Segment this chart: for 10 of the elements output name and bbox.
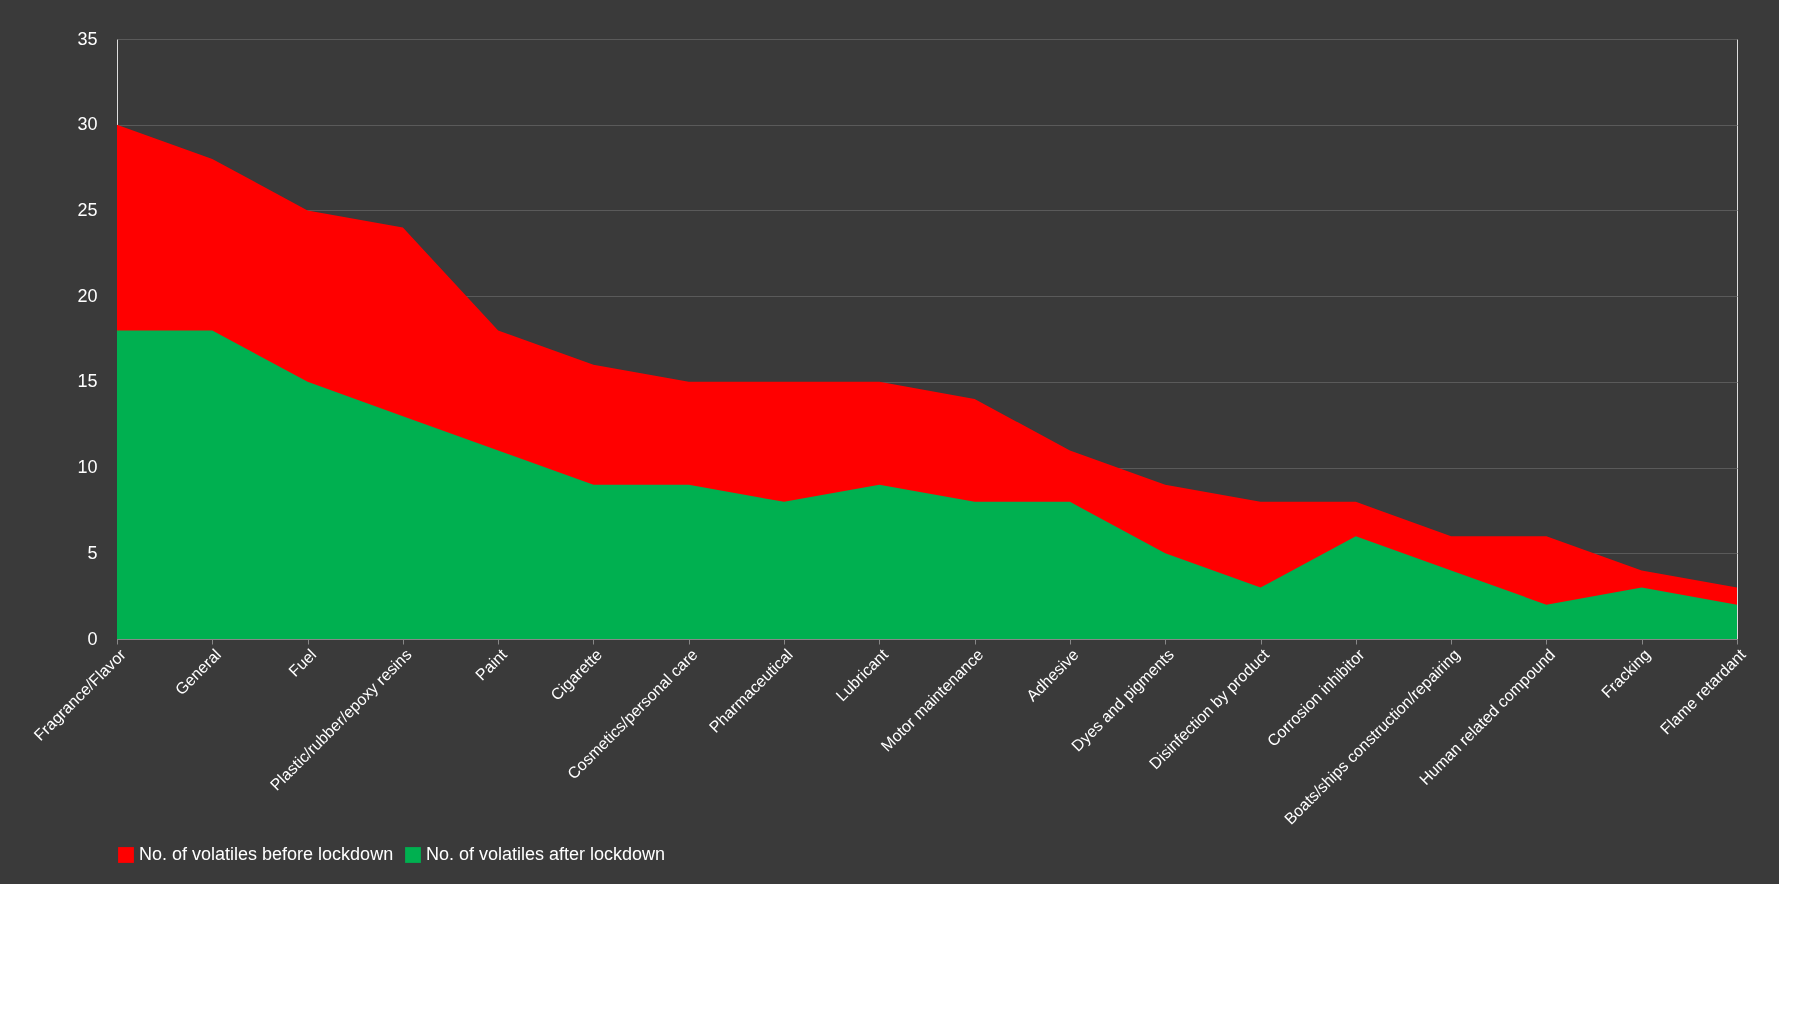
y-tick-label: 20 — [77, 285, 98, 306]
y-tick-label: 30 — [77, 114, 98, 135]
y-tick-label: 10 — [77, 457, 98, 478]
y-tick-label: 15 — [77, 371, 98, 392]
y-tick-label: 0 — [87, 628, 98, 649]
legend-label: No. of volatiles after lockdown — [426, 844, 666, 864]
y-tick-label: 35 — [77, 28, 98, 49]
legend-label: No. of volatiles before lockdown — [139, 844, 394, 864]
y-tick-label: 25 — [77, 199, 98, 220]
y-tick-label: 5 — [87, 542, 98, 563]
